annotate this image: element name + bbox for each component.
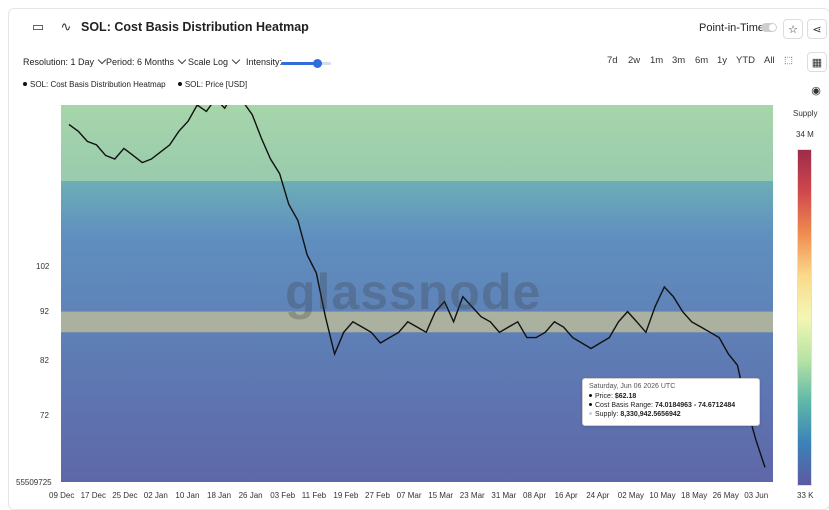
heatmap-band [61, 105, 773, 182]
page-title: SOL: Cost Basis Distribution Heatmap [81, 20, 309, 34]
x-tick-label: 18 May [681, 491, 708, 500]
tooltip-supply-row: Supply: 8,330,942.5656942 [589, 411, 681, 418]
camera-icon[interactable]: ◉ [811, 84, 821, 97]
tooltip-cost-value: 74.0184963 - 74.6712484 [654, 402, 736, 409]
scale-label: Scale Log [188, 57, 229, 67]
data-tooltip: Saturday, Jun 06 2026 UTC Price: $62.18 … [582, 378, 760, 426]
tooltip-cost-label: Cost Basis Range: [595, 402, 653, 409]
x-tick-label: 15 Mar [428, 491, 454, 500]
watermark-logo: glassnode [285, 264, 542, 320]
range-button-7d[interactable]: 7d [607, 55, 618, 66]
star-icon[interactable]: ☆ [783, 19, 803, 39]
intensity-slider-fill [281, 62, 317, 65]
tooltip-date: Saturday, Jun 06 2026 UTC [589, 383, 676, 390]
chevron-down-icon [231, 55, 241, 65]
x-tick-label: 10 Jan [175, 491, 200, 500]
point-in-time-label: Point-in-Time [699, 22, 764, 34]
x-tick-label: 25 Dec [112, 491, 138, 500]
intensity-label: Intensity: [246, 57, 283, 67]
chart-legend: SOL: Cost Basis Distribution Heatmap SOL… [23, 80, 247, 89]
price-line[interactable] [68, 105, 766, 468]
supply-colorbar [797, 149, 812, 486]
x-tick-label: 10 May [649, 491, 676, 500]
resolution-label: Resolution: 1 Day [23, 57, 95, 67]
share-icon[interactable]: ⋖ [807, 19, 827, 39]
range-button-ytd[interactable]: YTD [736, 55, 755, 66]
colorbar-min-label: 33 K [797, 491, 814, 500]
legend-price-label: SOL: Price [USD] [184, 80, 248, 89]
x-tick-label: 16 Apr [554, 491, 578, 500]
point-in-time-toggle[interactable] [761, 23, 777, 32]
x-tick-label: 17 Dec [80, 491, 106, 500]
chevron-down-icon [177, 55, 187, 65]
x-tick-label: 18 Jan [207, 491, 232, 500]
tooltip-supply-label: Supply: [595, 411, 619, 418]
x-tick-label: 26 May [712, 491, 739, 500]
y-tick-label: 82 [40, 356, 49, 365]
x-tick-label: 09 Dec [49, 491, 75, 500]
heatmap-bands [61, 105, 773, 333]
zoom-select-icon[interactable]: ⬚ [784, 55, 793, 66]
heatmap-plot[interactable] [61, 105, 773, 482]
calendar-icon[interactable]: ▦ [807, 52, 827, 72]
colorbar-title: Supply [793, 109, 818, 118]
x-tick-label: 03 Feb [270, 491, 296, 500]
y-tick-label: 102 [36, 262, 50, 271]
tooltip-price-value: $62.18 [614, 393, 637, 400]
x-tick-label: 24 Apr [586, 491, 610, 500]
intensity-slider[interactable] [281, 59, 331, 68]
x-tick-label: 07 Mar [396, 491, 422, 500]
range-button-3m[interactable]: 3m [672, 55, 686, 66]
x-tick-label: 02 May [617, 491, 645, 500]
range-button-1m[interactable]: 1m [650, 55, 664, 66]
resolution-dropdown[interactable]: Resolution: 1 Day [23, 55, 107, 67]
y-tick-label: 72 [40, 411, 49, 420]
chart-header: ▭ ∿ SOL: Cost Basis Distribution Heatmap… [9, 9, 829, 45]
x-tick-label: 03 Jun [744, 491, 769, 500]
colorbar-max-label: 34 M [796, 130, 814, 139]
scale-dropdown[interactable]: Scale Log [188, 55, 241, 67]
chart-pulse-icon: ∿ [60, 19, 72, 34]
legend-heatmap-label: SOL: Cost Basis Distribution Heatmap [30, 80, 166, 89]
y-tick-label: 92 [40, 307, 49, 316]
x-tick-label: 19 Feb [333, 491, 359, 500]
tooltip-price-row: Price: $62.18 [589, 393, 636, 400]
chart-panel: ▭ ∿ SOL: Cost Basis Distribution Heatmap… [8, 8, 829, 510]
range-button-6m[interactable]: 6m [695, 55, 709, 66]
x-tick-label: 27 Feb [365, 491, 390, 500]
period-label: Period: 6 Months [106, 57, 175, 67]
range-button-1y[interactable]: 1y [717, 55, 728, 66]
legend-item-price[interactable]: SOL: Price [USD] [177, 80, 248, 89]
range-button-2w[interactable]: 2w [628, 55, 641, 66]
x-tick-label: 08 Apr [523, 491, 547, 500]
intensity-slider-thumb[interactable] [313, 59, 322, 68]
sidebar-toggle-icon[interactable]: ▭ [31, 19, 45, 34]
x-tick-label: 11 Feb [301, 491, 327, 500]
x-tick-label: 23 Mar [459, 491, 485, 500]
x-tick-label: 26 Jan [238, 491, 263, 500]
y-tick-label: 55509725 [16, 478, 52, 487]
x-tick-label: 31 Mar [491, 491, 517, 500]
x-tick-label: 02 Jan [143, 491, 168, 500]
legend-item-heatmap[interactable]: SOL: Cost Basis Distribution Heatmap [23, 80, 166, 89]
tooltip-supply-value: 8,330,942.5656942 [620, 411, 681, 418]
range-button-all[interactable]: All [764, 55, 775, 66]
tooltip-price-label: Price: [595, 393, 613, 400]
tooltip-cost-row: Cost Basis Range: 74.0184963 - 74.671248… [589, 402, 735, 409]
chart-toolbar: Resolution: 1 Day Period: 6 Months Scale… [9, 51, 829, 73]
period-dropdown[interactable]: Period: 6 Months [106, 55, 187, 67]
heatmap-band [61, 311, 773, 333]
